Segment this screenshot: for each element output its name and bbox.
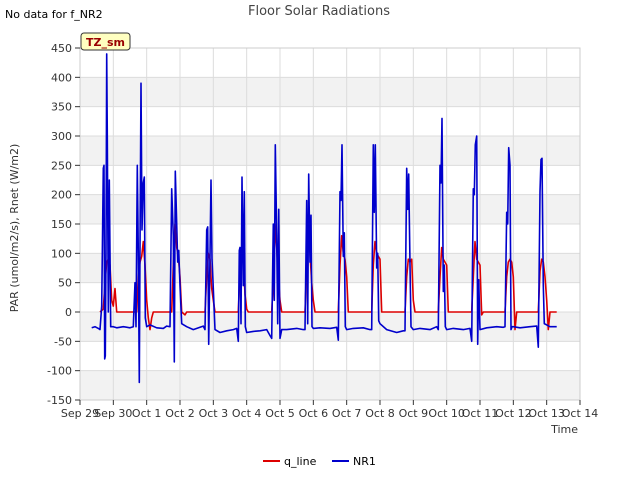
plot-band xyxy=(80,136,580,166)
x-tick-label: Oct 5 xyxy=(265,407,295,420)
x-tick-label: Oct 11 xyxy=(462,407,499,420)
y-tick-label: -150 xyxy=(47,394,72,407)
y-tick-label: 300 xyxy=(51,130,72,143)
tz-badge-label: TZ_sm xyxy=(86,36,125,49)
y-tick-label: 250 xyxy=(51,159,72,172)
y-tick-label: -100 xyxy=(47,365,72,378)
x-tick-label: Oct 13 xyxy=(528,407,565,420)
plot-band xyxy=(80,253,580,283)
tz-badge: TZ_sm xyxy=(80,32,131,51)
y-tick-label: 350 xyxy=(51,101,72,114)
no-data-note: No data for f_NR2 xyxy=(5,8,103,21)
y-tick-label: 0 xyxy=(65,306,72,319)
plot-band xyxy=(80,370,580,400)
x-tick-label: Oct 10 xyxy=(428,407,465,420)
chart-title: Floor Solar Radiations xyxy=(248,4,390,19)
y-tick-label: -50 xyxy=(54,335,72,348)
x-tick-label: Oct 2 xyxy=(165,407,195,420)
legend-label-q-line: q_line xyxy=(284,455,317,468)
x-tick-label: Oct 12 xyxy=(495,407,532,420)
x-tick-label: Oct 14 xyxy=(562,407,599,420)
y-axis-title: PAR (umol/m2/s), Rnet (W/m2) xyxy=(8,144,21,313)
plot-band xyxy=(80,77,580,107)
y-tick-label: 100 xyxy=(51,247,72,260)
legend-label-nr1: NR1 xyxy=(353,455,376,468)
x-tick-label: Oct 8 xyxy=(365,407,395,420)
x-tick-label: Oct 1 xyxy=(132,407,162,420)
x-tick-label: Sep 30 xyxy=(94,407,132,420)
y-tick-label: 450 xyxy=(51,42,72,55)
series-line-nr1 xyxy=(91,53,557,384)
series-lines xyxy=(91,53,557,384)
x-tick-label: Oct 6 xyxy=(299,407,329,420)
x-tick-label: Oct 7 xyxy=(332,407,362,420)
plot-band xyxy=(80,194,580,224)
x-tick-label: Oct 3 xyxy=(199,407,229,420)
y-tick-label: 50 xyxy=(58,277,72,290)
x-tick-label: Oct 4 xyxy=(232,407,262,420)
y-tick-label: 200 xyxy=(51,189,72,202)
y-axis: -150 -100 -50 0 50 100 150 200 250 300 350 400 450 xyxy=(47,42,80,407)
x-axis-title: Time xyxy=(550,423,578,436)
y-tick-label: 150 xyxy=(51,218,72,231)
legend: q_line NR1 xyxy=(263,455,376,468)
x-tick-label: Oct 9 xyxy=(399,407,429,420)
x-tick-label: Sep 29 xyxy=(61,407,99,420)
y-tick-label: 400 xyxy=(51,71,72,84)
